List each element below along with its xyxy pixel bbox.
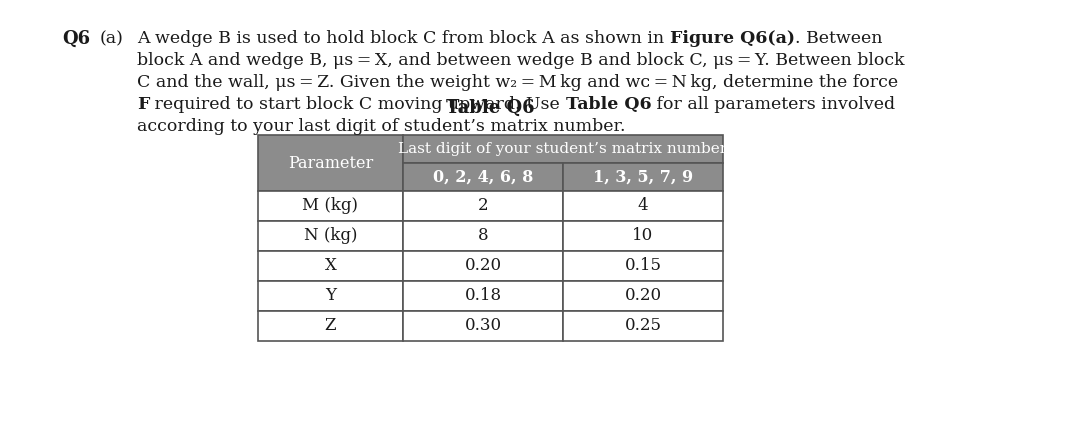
Bar [258, 191, 403, 221]
Text: Last digit of your student’s matrix number: Last digit of your student’s matrix numb… [399, 142, 728, 156]
Bar [403, 135, 723, 163]
Text: N (kg): N (kg) [303, 227, 357, 244]
Bar [403, 163, 563, 191]
Bar [258, 135, 403, 191]
Text: Z: Z [325, 317, 336, 335]
Text: 0.25: 0.25 [624, 317, 661, 335]
Text: M (kg): M (kg) [302, 198, 359, 214]
Text: 2: 2 [477, 198, 488, 214]
Text: . Between: . Between [795, 30, 882, 47]
Text: (a): (a) [100, 30, 124, 47]
Text: 0.18: 0.18 [464, 287, 501, 304]
Text: Table Q6: Table Q6 [446, 99, 535, 117]
Text: A wedge B is used to hold block C from block A as shown in: A wedge B is used to hold block C from b… [137, 30, 670, 47]
Bar [403, 191, 563, 221]
Bar [258, 311, 403, 341]
Text: 0.20: 0.20 [624, 287, 662, 304]
Bar [563, 221, 723, 251]
Bar [563, 281, 723, 311]
Text: Figure Q6(a): Figure Q6(a) [670, 30, 795, 47]
Text: X: X [325, 258, 337, 275]
Bar [563, 191, 723, 221]
Bar [258, 251, 403, 281]
Text: for all parameters involved: for all parameters involved [651, 96, 895, 113]
Text: 4: 4 [637, 198, 648, 214]
Text: required to start block C moving upward. Use: required to start block C moving upward.… [149, 96, 566, 113]
Text: Table Q6: Table Q6 [566, 96, 651, 113]
Text: Y: Y [325, 287, 336, 304]
Text: C and the wall, μs = Z. Given the weight w₂ = M kg and wᴄ = N kg, determine the : C and the wall, μs = Z. Given the weight… [137, 74, 899, 91]
Bar [258, 221, 403, 251]
Text: F: F [137, 96, 149, 113]
Text: according to your last digit of student’s matrix number.: according to your last digit of student’… [137, 118, 625, 135]
Text: 0.15: 0.15 [624, 258, 661, 275]
Bar [403, 251, 563, 281]
Bar [563, 311, 723, 341]
Bar [403, 221, 563, 251]
Text: 0.20: 0.20 [464, 258, 501, 275]
Text: Parameter: Parameter [288, 154, 373, 171]
Text: 1, 3, 5, 7, 9: 1, 3, 5, 7, 9 [593, 169, 693, 186]
Text: block A and wedge B, μs = X, and between wedge B and block C, μs = Y. Between bl: block A and wedge B, μs = X, and between… [137, 52, 905, 69]
Text: 8: 8 [477, 227, 488, 244]
Bar [403, 281, 563, 311]
Text: Q6: Q6 [62, 30, 90, 48]
Bar [563, 251, 723, 281]
Text: 0.30: 0.30 [464, 317, 501, 335]
Bar [563, 163, 723, 191]
Text: 10: 10 [633, 227, 653, 244]
Bar [403, 311, 563, 341]
Text: 0, 2, 4, 6, 8: 0, 2, 4, 6, 8 [433, 169, 534, 186]
Bar [258, 281, 403, 311]
